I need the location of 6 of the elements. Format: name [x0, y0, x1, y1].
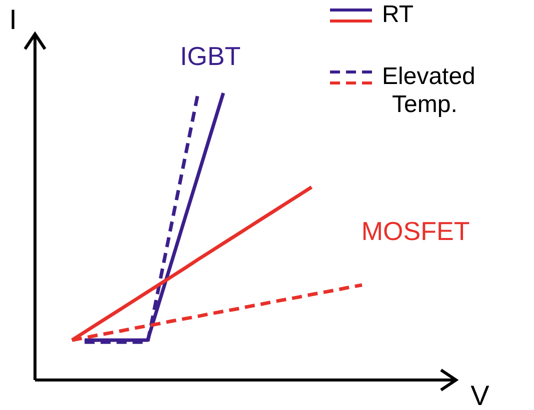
legend-label: Elevated Temp.	[382, 63, 476, 118]
x-axis-title: V	[470, 380, 490, 410]
y-axis-title: I	[9, 4, 17, 35]
annotation: MOSFET	[361, 216, 470, 246]
legend-label: RT	[382, 1, 414, 28]
text: IGBT	[180, 41, 241, 71]
